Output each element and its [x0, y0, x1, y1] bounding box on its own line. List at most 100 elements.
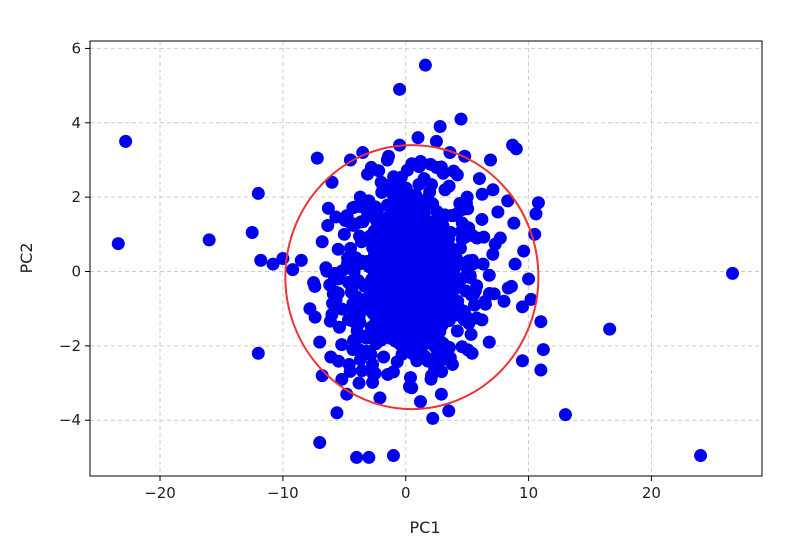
data-point: [313, 436, 327, 450]
data-point: [202, 233, 216, 247]
data-point: [402, 204, 416, 218]
data-point: [119, 134, 133, 148]
data-point: [374, 294, 388, 308]
data-point: [531, 196, 545, 210]
data-point: [400, 231, 414, 245]
scatter-points: [111, 58, 740, 464]
data-point: [366, 284, 380, 298]
data-point: [413, 205, 427, 219]
data-point: [475, 212, 489, 226]
data-point: [346, 343, 360, 357]
data-point: [345, 281, 359, 295]
data-point: [454, 112, 468, 126]
data-point: [386, 449, 400, 463]
data-point: [387, 170, 401, 184]
data-point: [466, 257, 480, 271]
data-point: [406, 328, 420, 342]
data-point: [459, 284, 473, 298]
data-point: [468, 298, 482, 312]
data-point: [386, 231, 400, 245]
data-point: [522, 272, 536, 286]
x-tick-label: 0: [401, 484, 411, 502]
data-point: [358, 329, 372, 343]
data-point: [364, 160, 378, 174]
data-point: [442, 291, 456, 305]
data-point: [342, 313, 356, 327]
data-point: [382, 149, 396, 163]
data-point: [475, 187, 489, 201]
data-point: [442, 404, 456, 418]
x-tick-label: −10: [267, 484, 299, 502]
y-tick-label: 0: [71, 263, 81, 281]
data-point: [413, 395, 427, 409]
data-point: [111, 237, 125, 251]
data-point: [321, 201, 335, 215]
data-point: [254, 253, 268, 267]
data-point: [425, 276, 439, 290]
data-point: [410, 273, 424, 287]
data-point: [330, 406, 344, 420]
data-point: [310, 151, 324, 165]
data-point: [405, 157, 419, 171]
data-point: [455, 216, 469, 230]
data-point: [431, 294, 445, 308]
data-point: [482, 335, 496, 349]
data-point: [402, 380, 416, 394]
data-point: [391, 209, 405, 223]
data-point: [313, 335, 327, 349]
data-point: [403, 309, 417, 323]
data-point: [369, 235, 383, 249]
data-point: [425, 369, 439, 383]
data-point: [493, 231, 507, 245]
data-point: [245, 225, 259, 239]
y-tick-label: −4: [59, 411, 81, 429]
data-point: [326, 296, 340, 310]
data-point: [508, 257, 522, 271]
data-point: [432, 339, 446, 353]
data-point: [536, 343, 550, 357]
data-point: [515, 354, 529, 368]
data-point: [324, 350, 338, 364]
data-point: [351, 298, 365, 312]
data-point: [435, 365, 449, 379]
data-point: [507, 216, 521, 230]
data-point: [455, 340, 469, 354]
data-point: [534, 315, 548, 329]
data-point: [362, 194, 376, 208]
data-point: [303, 302, 317, 316]
data-point: [335, 302, 349, 316]
data-point: [491, 205, 505, 219]
data-point: [380, 242, 394, 256]
y-tick-label: 6: [71, 39, 81, 57]
y-tick-label: 4: [71, 114, 81, 132]
data-point: [426, 313, 440, 327]
data-point: [342, 357, 356, 371]
data-point: [359, 344, 373, 358]
data-point: [355, 235, 369, 249]
data-point: [393, 82, 407, 96]
data-point: [465, 346, 479, 360]
data-point: [433, 120, 447, 134]
data-point: [726, 266, 740, 280]
data-point: [337, 227, 351, 241]
data-point: [373, 391, 387, 405]
data-point: [434, 246, 448, 260]
data-point: [442, 340, 456, 354]
data-point: [411, 131, 425, 145]
data-point: [483, 153, 497, 167]
data-point: [375, 185, 389, 199]
data-point: [428, 352, 442, 366]
data-point: [331, 242, 345, 256]
x-tick-label: 10: [519, 484, 538, 502]
data-point: [395, 183, 409, 197]
data-point: [315, 235, 329, 249]
data-point: [395, 347, 409, 361]
x-tick-label: 20: [642, 484, 661, 502]
data-point: [460, 190, 474, 204]
data-point: [335, 338, 349, 352]
data-point: [443, 309, 457, 323]
data-point: [694, 449, 708, 463]
data-point: [347, 265, 361, 279]
data-point: [321, 219, 335, 233]
data-point: [445, 357, 459, 371]
